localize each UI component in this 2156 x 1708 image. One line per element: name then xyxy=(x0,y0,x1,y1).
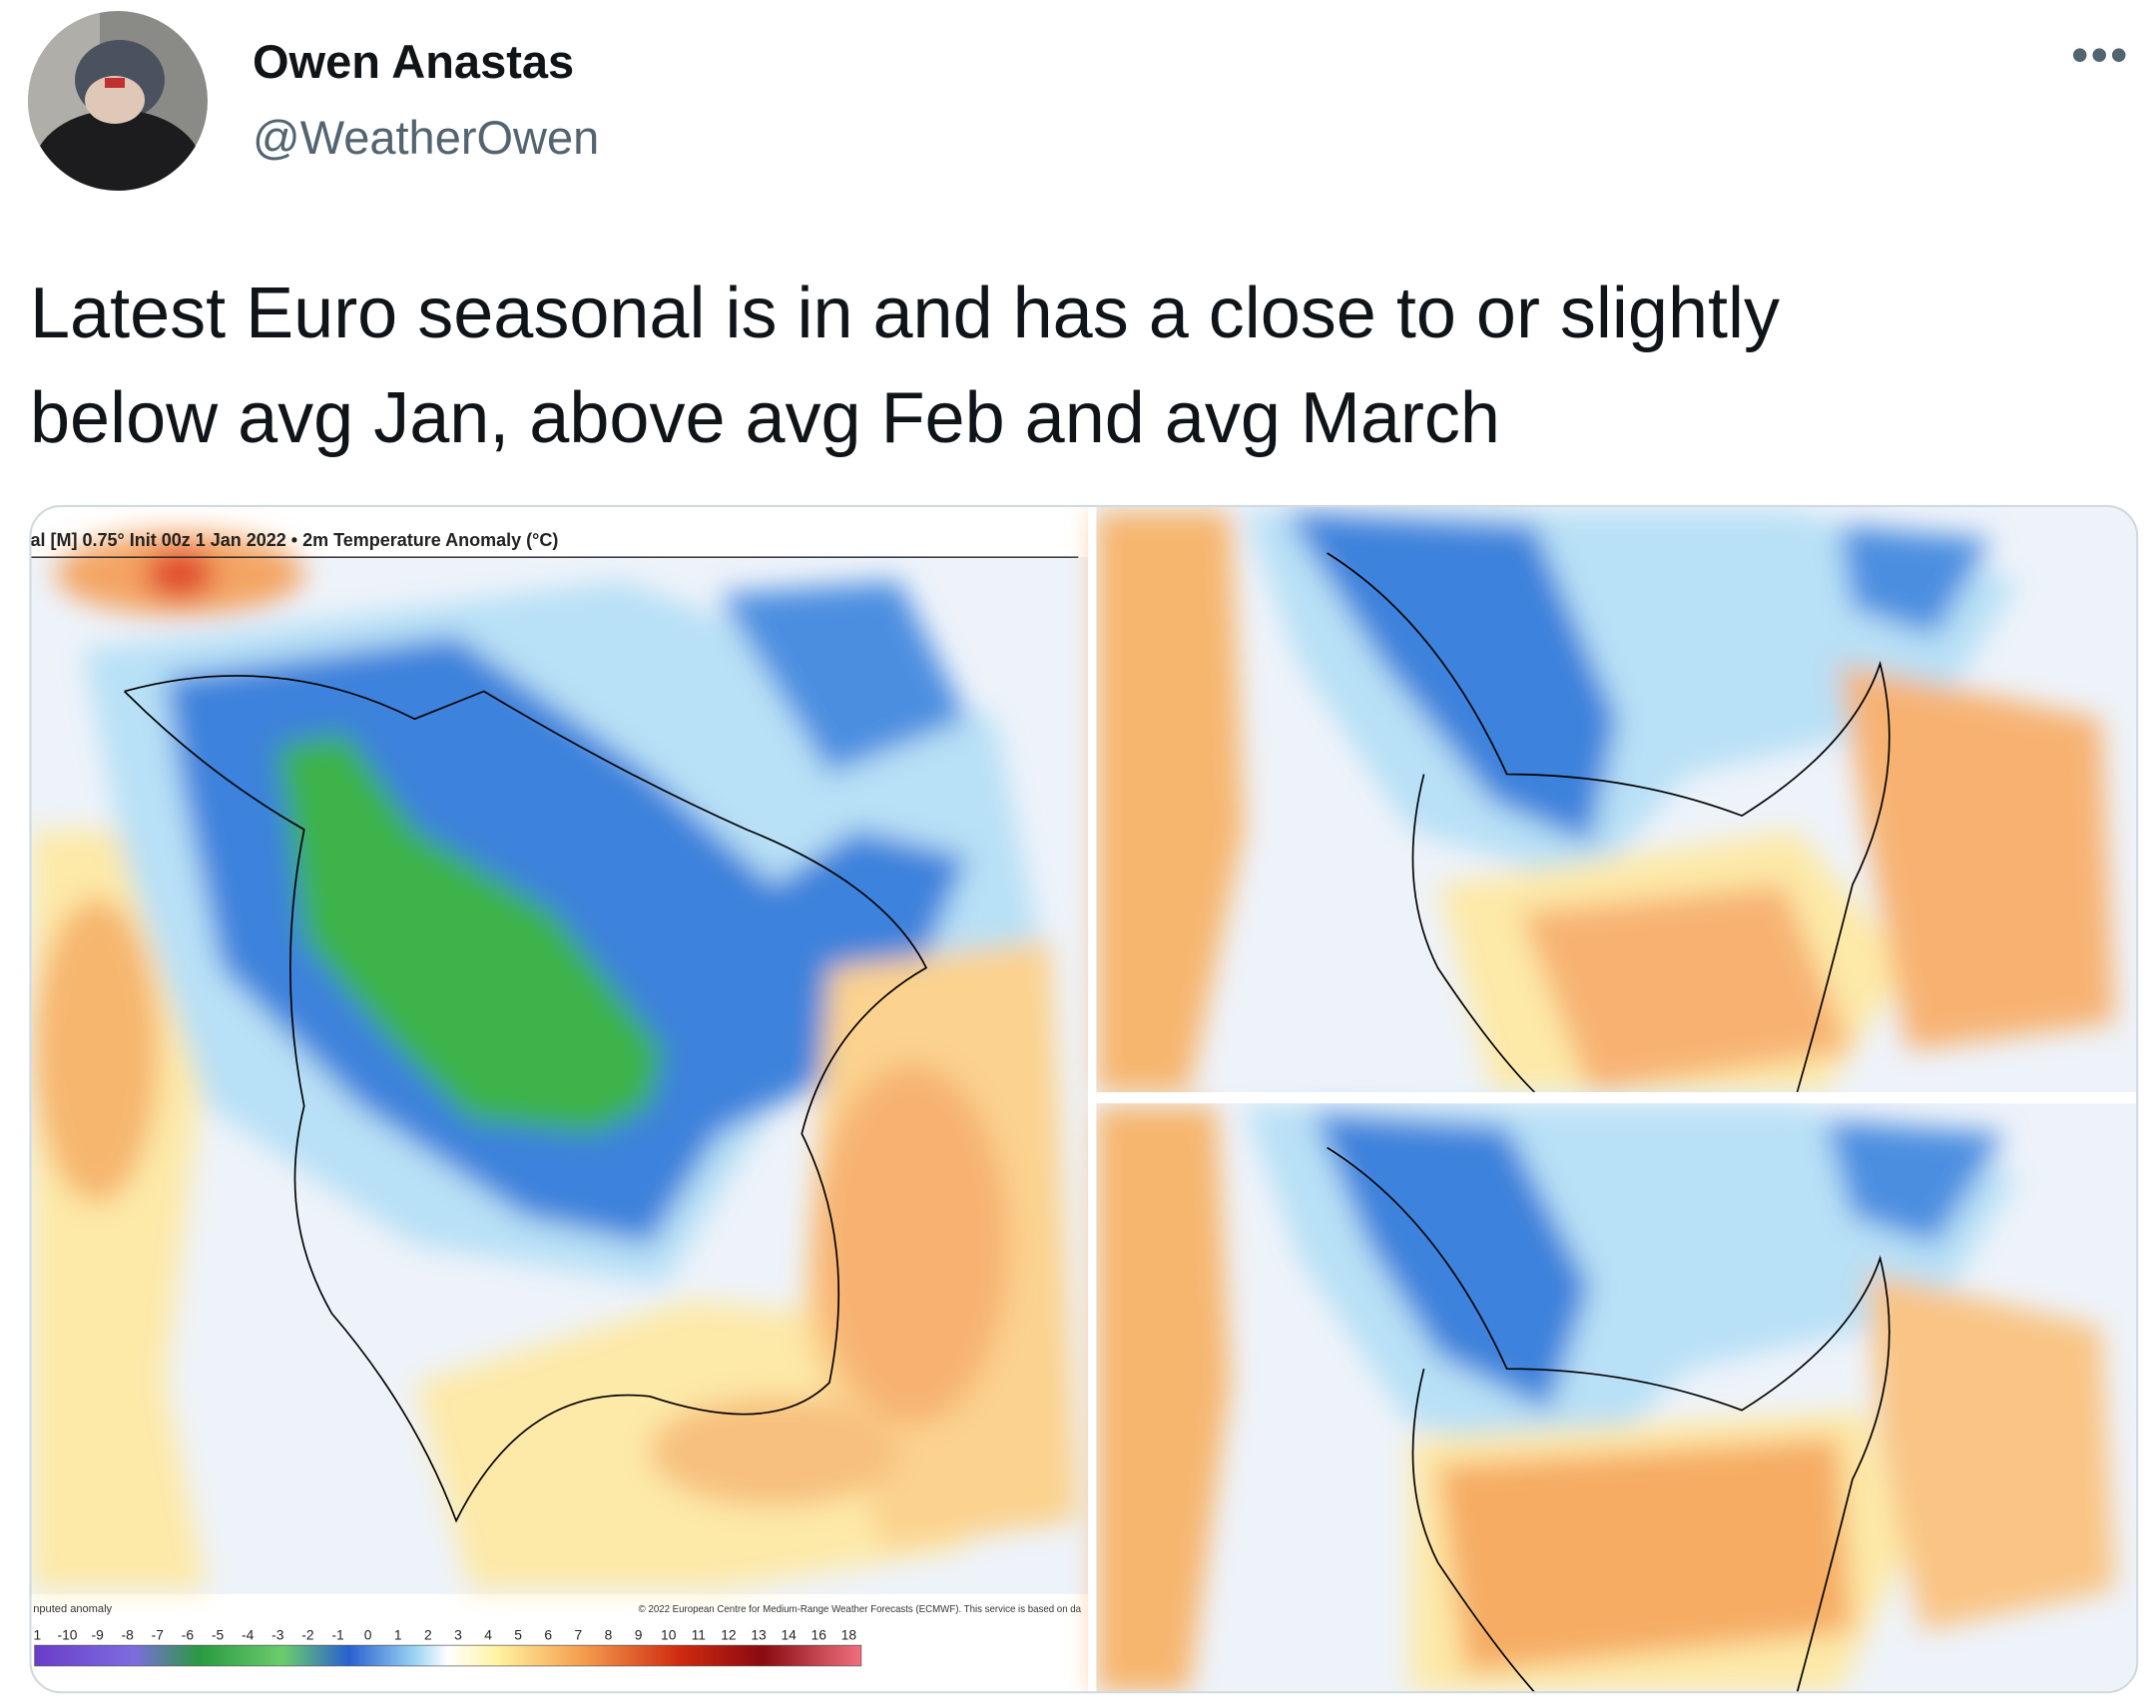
map-jan: al [M] 0.75° Init 00z 1 Jan 2022 • 2m Te… xyxy=(30,530,1088,1667)
colorbar-label: 18 xyxy=(841,1627,857,1643)
legend-title: nputed anomaly xyxy=(33,1603,112,1615)
colorbar-label: 1 xyxy=(394,1627,402,1643)
colorbar-label: -10 xyxy=(57,1627,77,1643)
colorbar-label: -4 xyxy=(242,1627,255,1643)
colorbar-label: -7 xyxy=(152,1627,164,1643)
colorbar-label: 12 xyxy=(721,1627,736,1643)
colorbar-label: 14 xyxy=(781,1627,797,1643)
colorbar-label: 4 xyxy=(484,1627,492,1643)
colorbar-label: -3 xyxy=(271,1627,284,1643)
colorbar-label: -5 xyxy=(212,1627,225,1643)
colorbar-label: -6 xyxy=(182,1627,195,1643)
colorbar-label: 0 xyxy=(364,1627,372,1643)
colorbar-label: 16 xyxy=(811,1627,827,1643)
colorbar-label: 9 xyxy=(635,1627,643,1643)
colorbar-label: -8 xyxy=(122,1627,135,1643)
colorbar-label: 5 xyxy=(514,1627,522,1643)
map-feb xyxy=(1096,505,2138,1093)
colorbar-label: 6 xyxy=(544,1627,552,1643)
colorbar-label: 8 xyxy=(605,1627,613,1643)
colorbar-label: 13 xyxy=(751,1627,767,1643)
credit: © 2022 European Centre for Medium-Range … xyxy=(639,1604,1082,1615)
colorbar-label: 11 xyxy=(692,1627,707,1643)
author-handle[interactable]: @WeatherOwen xyxy=(253,111,600,164)
tweet-line: below avg Jan, above avg Feb and avg Mar… xyxy=(30,378,1500,458)
colorbar-label: 10 xyxy=(661,1627,677,1643)
avatar[interactable] xyxy=(0,0,240,200)
colorbar-label: 1 xyxy=(34,1627,42,1643)
colorbar-label: 3 xyxy=(454,1627,462,1643)
tweet-line: Latest Euro seasonal is in and has a clo… xyxy=(30,274,1780,353)
author-name[interactable]: Owen Anastas xyxy=(253,35,575,88)
colorbar-label: -1 xyxy=(331,1627,344,1643)
tweet-text: Latest Euro seasonal is in and has a clo… xyxy=(30,262,1780,471)
map-mar xyxy=(1096,1103,2138,1693)
map-header: al [M] 0.75° Init 00z 1 Jan 2022 • 2m Te… xyxy=(30,530,558,550)
colorbar-label: 7 xyxy=(575,1627,583,1643)
colorbar-label: 2 xyxy=(424,1627,432,1643)
colorbar-label: -2 xyxy=(301,1627,313,1643)
more-menu[interactable]: ••• xyxy=(2071,27,2130,83)
colorbar-label: -9 xyxy=(91,1627,104,1643)
